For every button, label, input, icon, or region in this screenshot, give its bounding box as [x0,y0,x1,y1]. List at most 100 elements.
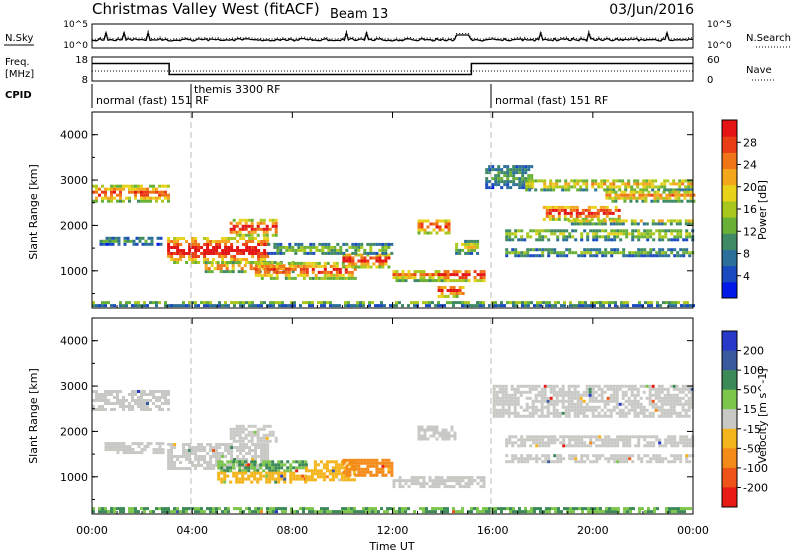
velocity-echo-cell-9 [441,434,445,438]
power-echo-cell-6 [354,262,358,266]
velocity-echo-cell-10 [636,393,640,397]
power-echo-cell-20 [554,304,557,308]
velocity-echo-cell-10 [492,384,496,388]
power-echo-cell-0 [143,190,146,194]
velocity-echo-cell-0 [116,396,119,399]
velocity-echo-cell-13 [617,507,620,511]
power-echo-cell-19 [633,219,637,223]
power-echo-cell-18 [511,251,515,255]
velocity-echo-cell-13 [194,507,197,511]
velocity-echo-cell-2 [242,458,246,461]
power-echo-cell-18 [559,254,563,258]
power-echo-cell-5 [287,276,291,280]
power-echo-cell-5 [284,270,288,274]
power-echo-cell-20 [95,304,98,308]
velocity-echo-cell-11 [562,435,566,439]
velocity-echo-cell-10 [624,390,628,394]
power-echo-cell-20 [362,301,365,305]
velocity-echo-cell-2 [212,467,216,470]
velocity-echo-cell-2 [170,461,174,464]
velocity-echo-cell-10 [579,402,583,406]
power-echo-cell-1 [105,239,109,243]
velocity-echo-cell-11 [643,435,647,439]
velocity-echo-cell-8 [410,482,414,486]
velocity-echo-cell-0 [137,390,140,393]
power-echo-cell-5 [350,273,354,277]
velocity-echo-cell-12 [559,454,563,458]
velocity-echo-cell-7 [381,467,385,471]
power-echo-cell-6 [378,256,382,260]
velocity-echo-cell-13 [596,510,599,514]
velocity-echo-cell-13 [557,510,560,514]
velocity-echo-cell-6 [328,460,332,464]
power-echo-cell-17 [541,238,545,242]
velocity-echo-cell-7 [363,473,367,477]
y-tick-label: 1000 [60,265,88,278]
velocity-echo-cell-10 [612,408,616,412]
power-echo-cell-13 [518,183,522,187]
power-echo-cell-3 [250,218,254,222]
power-echo-cell-19 [639,219,643,223]
power-echo-cell-2 [179,243,183,246]
velocity-echo-cell-12 [679,457,683,461]
power-echo-cell-7 [345,242,349,246]
power-echo-cell-11 [438,225,442,229]
power-echo-cell-19 [573,219,577,223]
velocity-echo-cell-13 [473,507,476,511]
power-echo-cell-17 [592,235,596,239]
velocity-echo-cell-10 [576,402,580,406]
power-echo-cell-7 [273,251,277,255]
velocity-echo-cell-8 [440,479,444,483]
power-echo-cell-18 [526,248,530,252]
velocity-echo-cell-3 [232,436,236,440]
velocity-echo-cell-10 [675,393,679,397]
power-echo-cell-14 [585,179,589,183]
power-echo-cell-17 [685,229,689,233]
velocity-echo-cell-13 [485,507,488,511]
velocity-echo-cell-13 [569,507,572,511]
velocity-echo-cell-11 [544,444,548,448]
velocity-echo-cell-12 [661,460,665,464]
velocity-echo-cell-5 [235,477,239,481]
velocity-echo-cell-12 [622,454,626,458]
velocity-echo-cell-10 [663,414,667,418]
velocity-echo-cell-10 [585,384,589,388]
power-echo-cell-2 [218,252,222,255]
power-echo-cell-15 [593,214,597,218]
velocity-echo-cell-0 [143,408,146,411]
power-echo-cell-15 [587,214,591,218]
velocity-echo-cell-1 [149,442,153,446]
power-echo-cell-7 [360,245,364,249]
velocity-echo-cell-3 [238,430,242,434]
velocity-echo-cell-12 [628,457,632,461]
velocity-echo-cell-11 [688,438,692,442]
power-echo-cell-6 [345,256,349,260]
velocity-echo-cell-8 [437,485,441,489]
velocity-echo-cell-7 [354,458,358,462]
power-echo-cell-17 [505,235,509,239]
velocity-echo-cell-8 [395,479,399,483]
velocity-echo-cell-7 [342,458,346,462]
velocity-echo-cell-2 [215,452,219,455]
power-echo-cell-19 [582,219,586,223]
velocity-echo-cell-4 [268,460,272,464]
power-echo-cell-18 [544,248,548,252]
power-echo-cell-20 [350,304,353,308]
velocity-echo-cell-11 [661,444,665,448]
power-echo-cell-15 [569,208,573,212]
velocity-echo-cell-0 [110,402,113,405]
power-echo-cell-2 [170,240,174,243]
power-echo-cell-3 [232,227,236,231]
power-echo-cell-6 [387,253,391,257]
velocity-echo-cell-10 [522,384,526,388]
power-echo-cell-14 [591,182,595,186]
velocity-echo-cell-12 [619,454,623,458]
velocity-echo-cell-2 [203,467,207,470]
velocity-echo-cell-7 [345,458,349,462]
power-echo-cell-18 [520,254,524,258]
power-echo-cell-11 [447,225,451,229]
velocity-echo-cell-10 [540,414,544,418]
power-echo-cell-6 [378,265,382,269]
power-echo-cell-3 [262,221,266,225]
power-echo-cell-13 [488,186,492,190]
